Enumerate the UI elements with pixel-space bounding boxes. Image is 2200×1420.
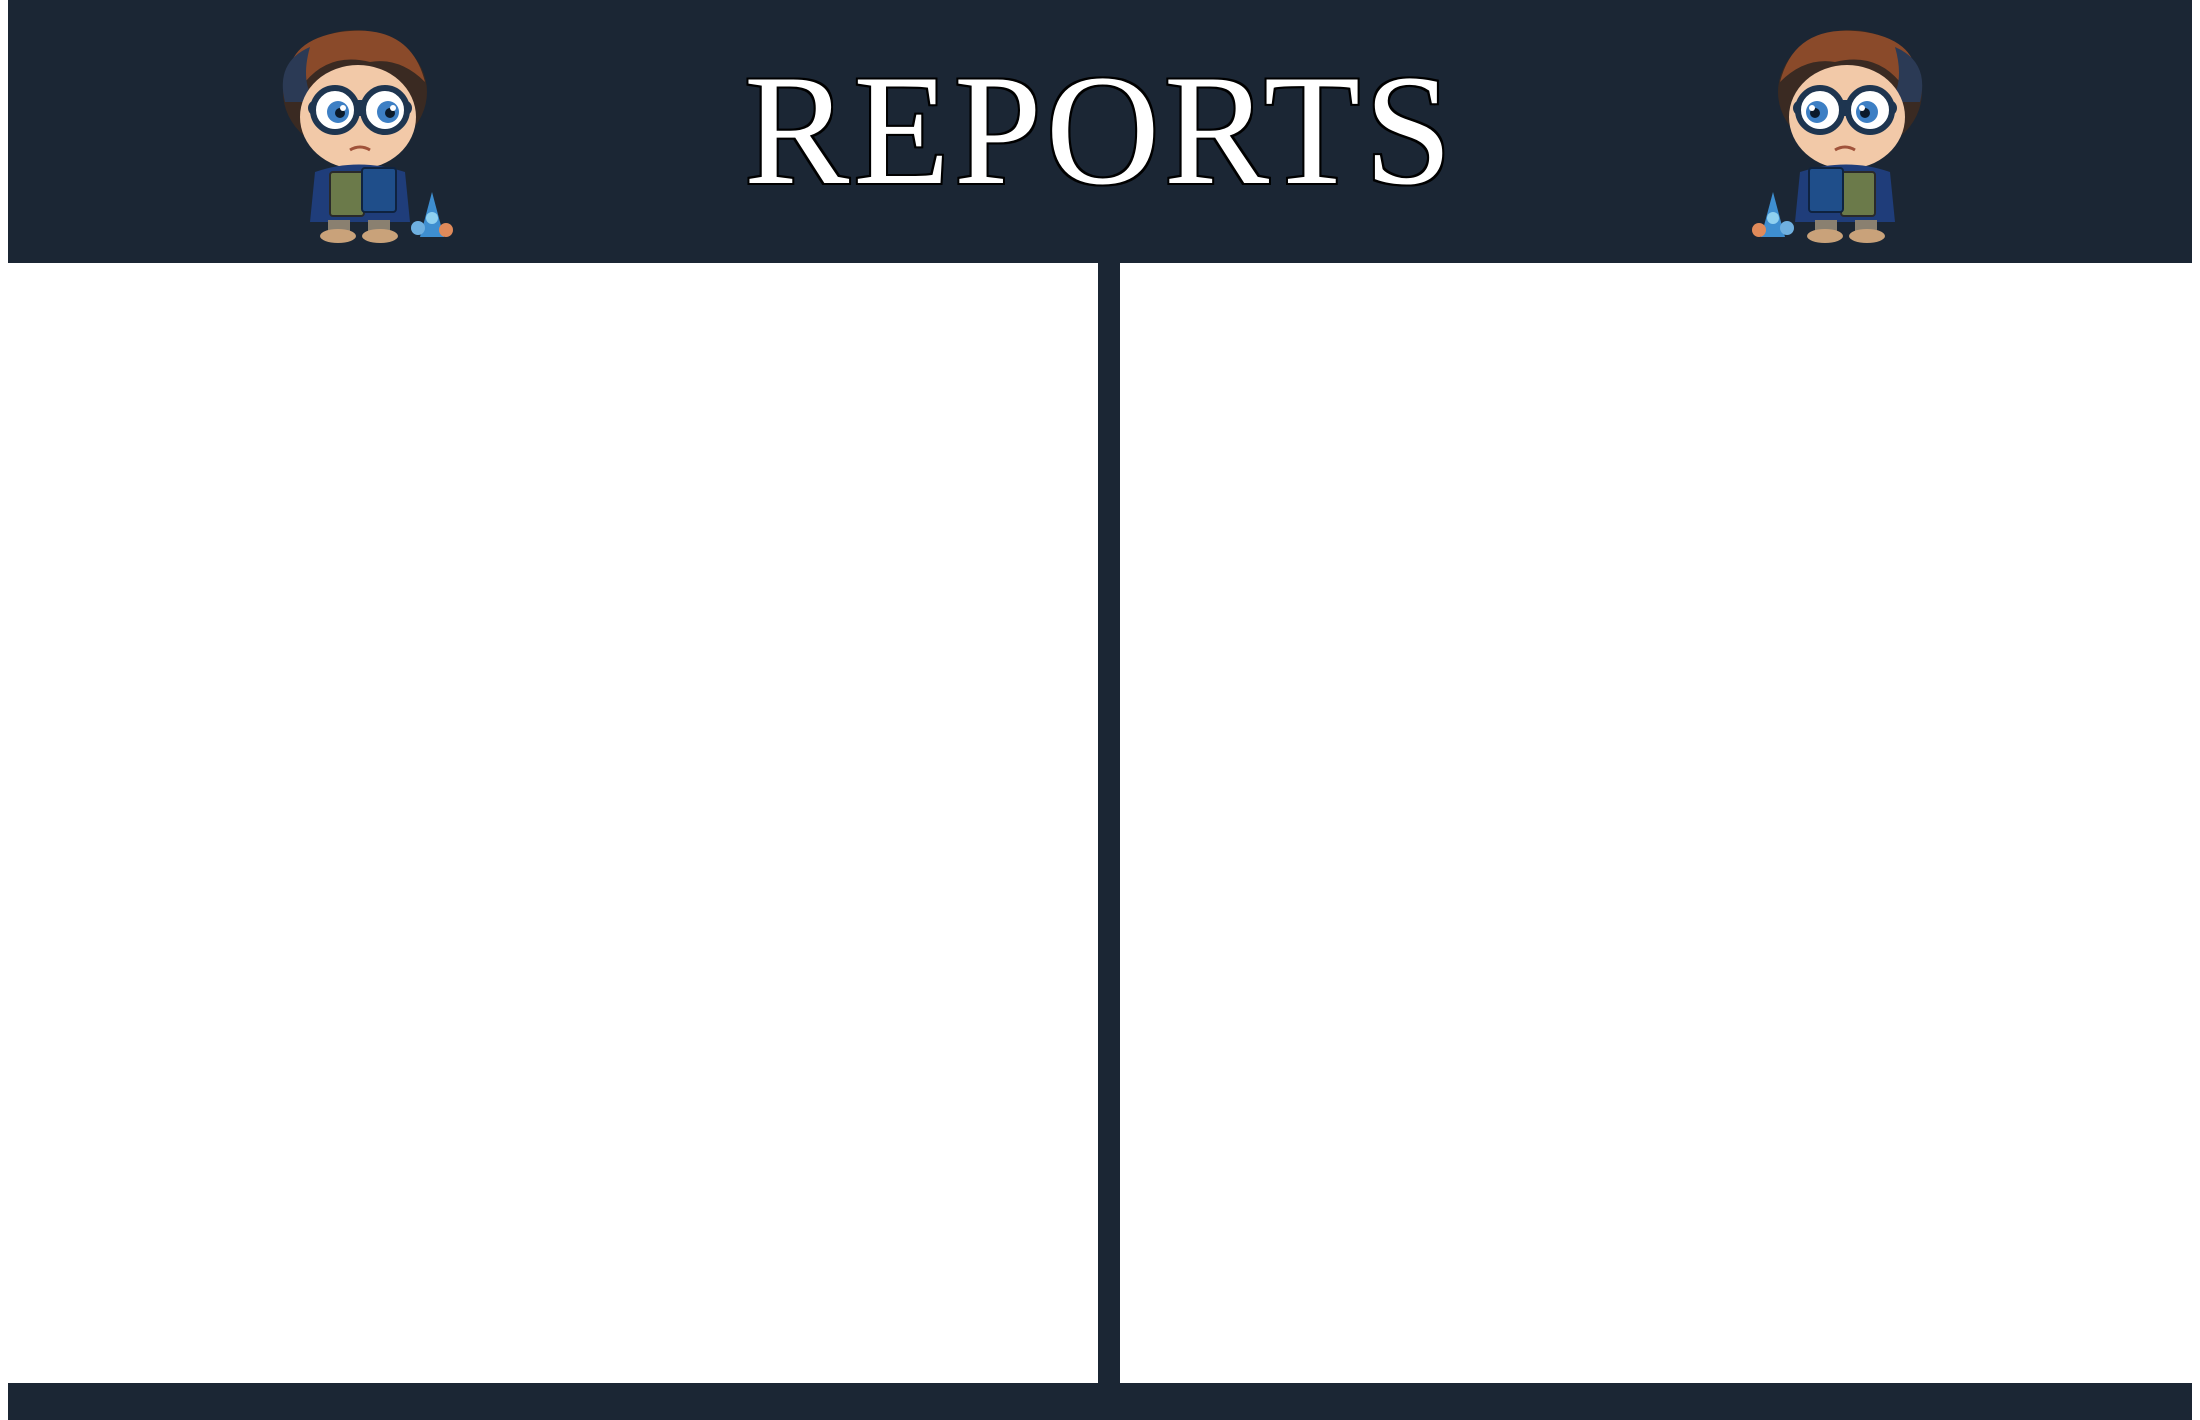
right-report-panel bbox=[1120, 263, 2192, 1383]
left-report-panel bbox=[8, 263, 1098, 1383]
page-title: REPORTS bbox=[743, 43, 1457, 218]
footer-bar bbox=[8, 1383, 2192, 1420]
boy-with-glasses-reading-icon bbox=[1745, 22, 1945, 244]
header-bar: REPORTS bbox=[8, 0, 2192, 263]
vertical-divider bbox=[1098, 263, 1120, 1383]
boy-with-glasses-reading-icon bbox=[260, 22, 460, 244]
